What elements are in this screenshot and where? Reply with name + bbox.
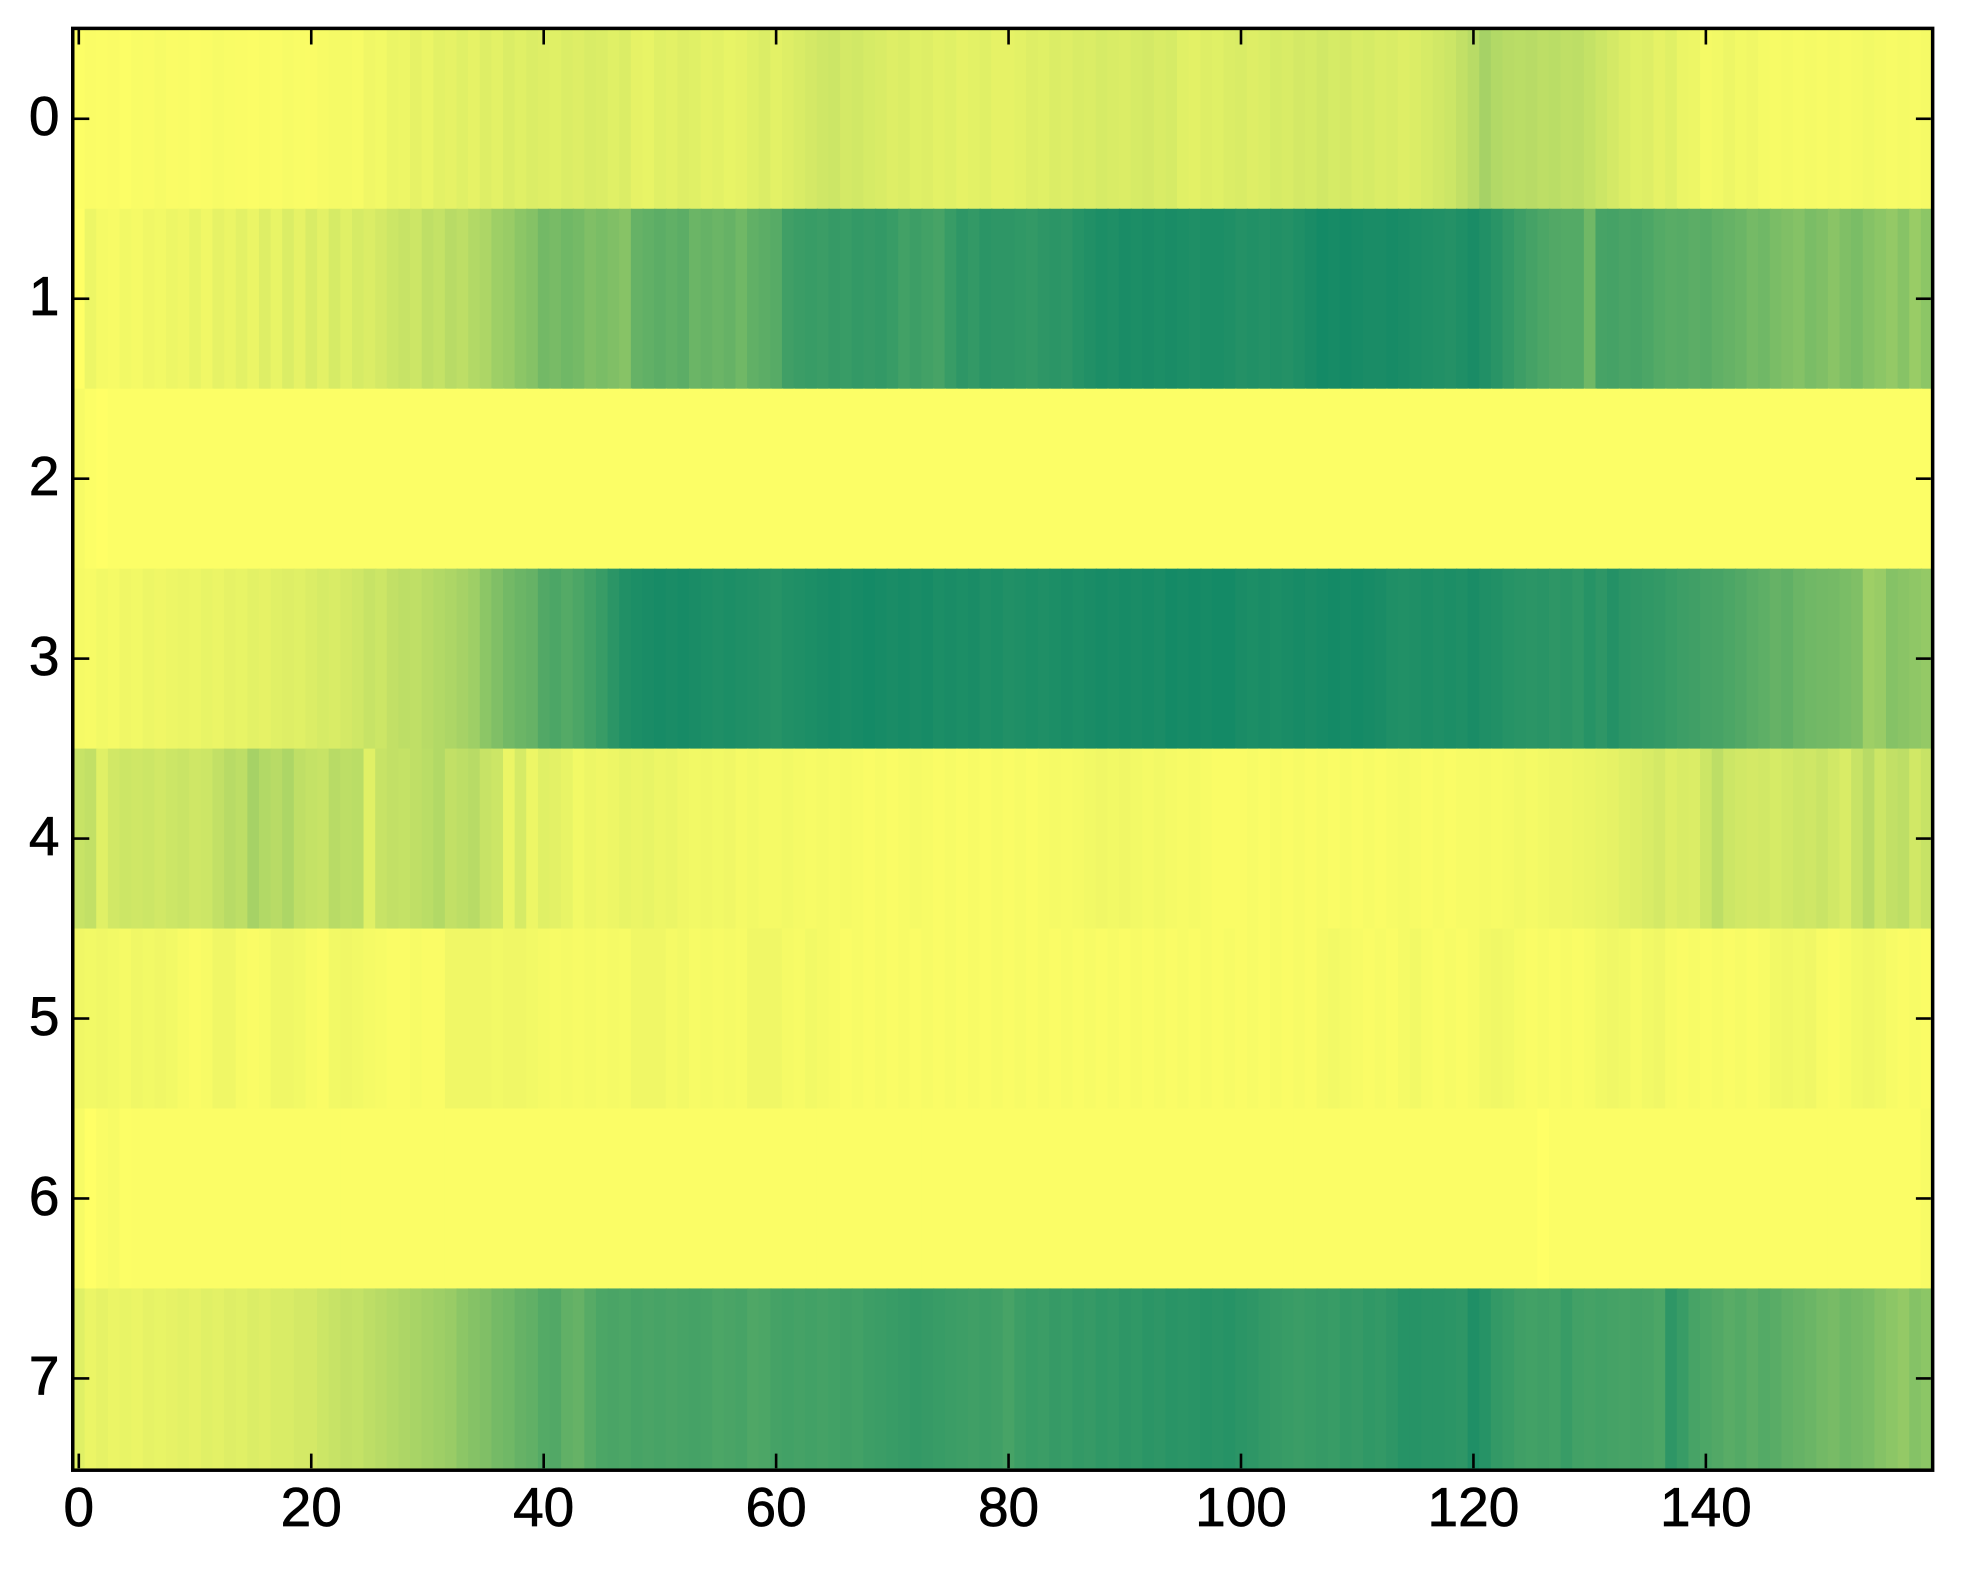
svg-text:6: 6 [29, 1165, 60, 1227]
svg-text:80: 80 [978, 1476, 1039, 1538]
svg-text:3: 3 [29, 625, 60, 687]
svg-text:20: 20 [281, 1476, 342, 1538]
svg-text:0: 0 [64, 1476, 95, 1538]
svg-text:4: 4 [29, 805, 60, 867]
svg-text:40: 40 [513, 1476, 574, 1538]
svg-text:2: 2 [29, 445, 60, 507]
svg-text:1: 1 [29, 265, 60, 327]
svg-text:7: 7 [29, 1345, 60, 1407]
svg-text:120: 120 [1428, 1476, 1520, 1538]
svg-text:5: 5 [29, 985, 60, 1047]
svg-text:100: 100 [1195, 1476, 1287, 1538]
svg-text:60: 60 [746, 1476, 807, 1538]
svg-text:0: 0 [29, 85, 60, 147]
svg-text:140: 140 [1660, 1476, 1752, 1538]
